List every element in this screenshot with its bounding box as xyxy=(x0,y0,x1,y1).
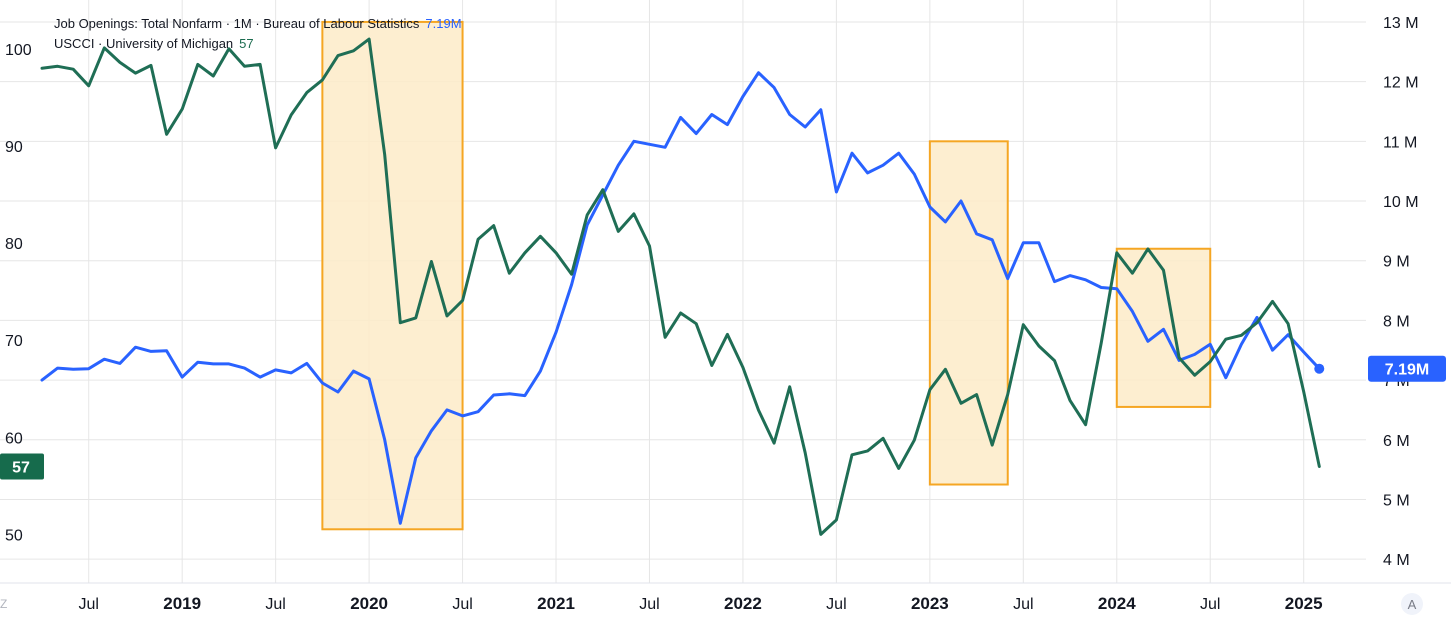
x-tick-label: Jul xyxy=(265,596,285,613)
x-tick-label: 2022 xyxy=(724,594,762,613)
right-axis-tick-label: 9 M xyxy=(1383,254,1410,271)
uscci-last-value-badge: 57 xyxy=(0,453,44,480)
legend-uscci-label: USCCI · University of Michigan xyxy=(54,36,234,51)
legend-job-openings-value: 7.19M xyxy=(425,16,462,31)
x-tick-label: 2024 xyxy=(1098,594,1136,613)
x-tick-label: Jul xyxy=(1013,596,1033,613)
x-tick-label: Jul xyxy=(639,596,659,613)
job-openings-last-value-badge: 7.19M xyxy=(1368,355,1446,382)
corner-left-glyph: Z xyxy=(0,597,7,611)
highlight-layer xyxy=(321,20,1212,531)
grid-layer xyxy=(0,0,1451,584)
right-axis-tick-label: 6 M xyxy=(1383,433,1410,450)
x-tick-label: Jul xyxy=(1200,596,1220,613)
axis-layer: Jul 2019 Jul 2020 Jul 2021 Jul 2022 Jul 2023 Jul 20… xyxy=(0,15,1423,615)
job-openings-line xyxy=(40,71,1321,525)
left-axis-tick-label: 90 xyxy=(5,139,23,156)
right-axis-tick-label: 10 M xyxy=(1383,194,1419,211)
right-axis-tick-label: 5 M xyxy=(1383,492,1410,509)
job-openings-last-point xyxy=(1314,363,1325,374)
badge-layer: 7.19M 57 xyxy=(0,355,1446,480)
legend-job-openings-label: Job Openings: Total Nonfarm · 1M · Burea… xyxy=(54,16,420,31)
right-axis-tick-label: 8 M xyxy=(1383,313,1410,330)
legend-uscci-value: 57 xyxy=(239,36,254,51)
right-axis-tick-label: 13 M xyxy=(1383,15,1419,32)
auto-scale-label[interactable]: A xyxy=(1408,597,1417,612)
x-tick-label: 2023 xyxy=(911,594,949,613)
x-tick-label: 2025 xyxy=(1285,594,1323,613)
legend-row-uscci[interactable]: USCCI · University of Michigan 57 xyxy=(54,34,462,54)
uscci-badge-text: 57 xyxy=(12,459,30,476)
x-tick-label: 2020 xyxy=(350,594,388,613)
job-openings-badge-bg xyxy=(1368,355,1446,382)
x-tick-label: Jul xyxy=(452,596,472,613)
right-axis-tick-label: 4 M xyxy=(1383,552,1410,569)
left-axis-tick-label: 70 xyxy=(5,333,23,350)
job-openings-badge-text: 7.19M xyxy=(1385,362,1429,379)
x-tick-label: Jul xyxy=(79,596,99,613)
highlight-box xyxy=(928,140,1009,486)
legend-row-job-openings[interactable]: Job Openings: Total Nonfarm · 1M · Burea… xyxy=(54,14,462,34)
left-axis-tick-label: 80 xyxy=(5,236,23,253)
highlight-box xyxy=(321,20,464,531)
uscci-line xyxy=(40,37,1321,536)
auto-scale-toggle[interactable] xyxy=(1401,593,1423,615)
uscci-badge-bg xyxy=(0,453,44,480)
x-tick-label: 2021 xyxy=(537,594,575,613)
x-tick-label: Jul xyxy=(826,596,846,613)
right-axis-tick-label: 11 M xyxy=(1383,134,1417,151)
x-tick-label: 2019 xyxy=(163,594,201,613)
legend: Job Openings: Total Nonfarm · 1M · Burea… xyxy=(54,14,462,54)
left-axis-tick-label: 60 xyxy=(5,430,23,447)
right-axis-tick-label: 12 M xyxy=(1383,75,1419,92)
series-layer xyxy=(40,37,1325,536)
left-axis-tick-label: 100 xyxy=(5,42,32,59)
left-axis-tick-label: 50 xyxy=(5,527,23,544)
